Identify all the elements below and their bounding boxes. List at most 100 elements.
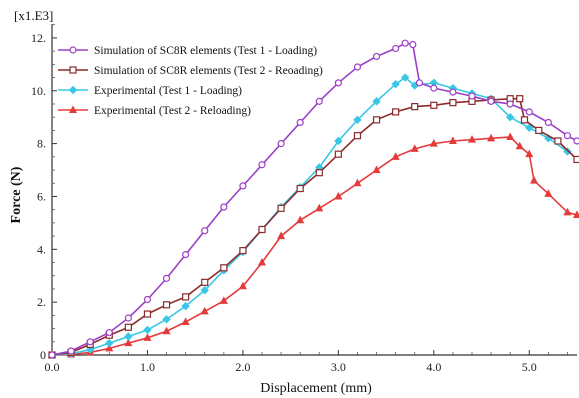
- legend: Simulation of SC8R elements (Test 1 - Lo…: [58, 45, 323, 117]
- series-3-point: [124, 332, 133, 341]
- series-4-point: [181, 317, 190, 325]
- series-1-point: [124, 314, 132, 322]
- series-1-point: [315, 97, 323, 105]
- series-3-point: [372, 97, 381, 106]
- series-2-point: [143, 310, 152, 318]
- legend-label: Experimental (Test 2 - Reloading): [94, 105, 251, 117]
- series-1-point: [430, 84, 438, 92]
- x-tick-label: 2.0: [235, 360, 250, 374]
- series-3-point: [525, 123, 534, 132]
- y-tick-label: 2.: [37, 295, 46, 309]
- legend-item-2: Simulation of SC8R elements (Test 2 - Re…: [58, 65, 323, 77]
- series-2-point: [334, 150, 342, 158]
- series-1-point: [372, 52, 381, 61]
- series-4-point: [315, 203, 324, 212]
- series-4-point: [257, 257, 267, 266]
- series-3-point: [334, 136, 343, 146]
- series-layer: [47, 39, 579, 360]
- legend-swatch-marker: [68, 105, 78, 113]
- series-2-point: [392, 108, 400, 116]
- series-3-point: [105, 338, 114, 348]
- legend-swatch-marker: [69, 46, 77, 54]
- series-4-point: [353, 178, 362, 187]
- series-1-point: [239, 182, 247, 190]
- series-2-point: [296, 184, 304, 193]
- series-2-point: [554, 137, 562, 145]
- series-1-point: [449, 88, 457, 96]
- series-1-point: [487, 97, 495, 105]
- series-2-point: [516, 95, 524, 103]
- x-axis-ticks: 0.0 1.0 2.0 3.0 4.0 5.0: [45, 350, 568, 374]
- series-1-point: [220, 203, 228, 211]
- series-1-point: [468, 92, 476, 100]
- series-1-point: [392, 44, 400, 53]
- x-tick-label: 3.0: [331, 360, 346, 374]
- series-4-point: [544, 189, 553, 197]
- series-2-point: [258, 225, 266, 234]
- legend-swatch-marker: [69, 66, 77, 74]
- y-axis-ticks: 0 2. 4. 6. 8. 10. 12.: [31, 24, 57, 362]
- series-1-point: [506, 100, 514, 108]
- legend-label: Simulation of SC8R elements (Test 2 - Re…: [94, 65, 323, 77]
- series-2-point: [182, 293, 190, 301]
- series-2-point: [520, 116, 529, 124]
- series-2-point: [162, 301, 171, 309]
- series-3-point: [181, 301, 190, 311]
- series-1-point: [201, 227, 209, 235]
- series-2-point: [201, 278, 209, 286]
- series-4-point: [487, 133, 496, 142]
- series-2-point: [411, 103, 419, 111]
- series-2-point: [573, 155, 579, 164]
- y-tick-label: 4.: [37, 242, 46, 256]
- series-1-point: [401, 39, 409, 47]
- series-4-point: [238, 281, 247, 290]
- series-4-point: [334, 191, 343, 200]
- series-4-point: [162, 326, 171, 335]
- series-1-point: [409, 40, 417, 49]
- series-1-point: [48, 351, 56, 359]
- series-4-point: [391, 152, 400, 160]
- series-2-point: [239, 247, 247, 255]
- series-1-point: [296, 118, 304, 127]
- series-1-point: [563, 132, 572, 140]
- series-2-point: [353, 132, 362, 140]
- series-4-point: [296, 215, 305, 224]
- series-2-point: [430, 101, 438, 109]
- series-3-point: [143, 325, 152, 335]
- plot-area-frame: [51, 24, 577, 356]
- series-4-point: [429, 139, 438, 147]
- x-tick-label: 4.0: [426, 360, 441, 374]
- x-tick-label: 1.0: [140, 360, 155, 374]
- legend-item-4: Experimental (Test 2 - Reloading): [58, 105, 251, 117]
- series-2-point: [535, 126, 543, 135]
- y-tick-label: 0: [40, 348, 46, 362]
- series-3-point: [353, 115, 362, 125]
- series-1-point: [573, 137, 579, 145]
- series-1-point: [143, 295, 152, 304]
- series-4-point: [515, 141, 524, 150]
- series-2-point: [315, 169, 323, 177]
- y-tick-label: 8.: [37, 137, 46, 151]
- y-axis-label: Force (N): [9, 166, 24, 223]
- series-1-point: [162, 274, 171, 282]
- series-4-point: [563, 207, 572, 216]
- series-2-point: [449, 99, 457, 107]
- series-2: [48, 95, 579, 359]
- series-3-point: [200, 286, 209, 295]
- series-1-point: [415, 79, 424, 87]
- series-4-point: [200, 306, 209, 315]
- series-1-point: [353, 63, 362, 71]
- series-4-point: [219, 296, 228, 304]
- series-4-point: [124, 338, 133, 347]
- y-tick-label: 6.: [37, 189, 46, 203]
- legend-item-3: Experimental (Test 1 - Loading): [58, 85, 242, 97]
- x-tick-label: 0.0: [45, 360, 60, 374]
- series-3-point: [563, 147, 572, 156]
- series-4-point: [372, 165, 381, 174]
- y-tick-label: 12.: [31, 31, 46, 45]
- series-1-point: [86, 338, 94, 346]
- legend-item-1: Simulation of SC8R elements (Test 1 - Lo…: [58, 45, 317, 57]
- x-axis-label: Displacement (mm): [260, 381, 372, 396]
- series-3-point: [505, 112, 515, 122]
